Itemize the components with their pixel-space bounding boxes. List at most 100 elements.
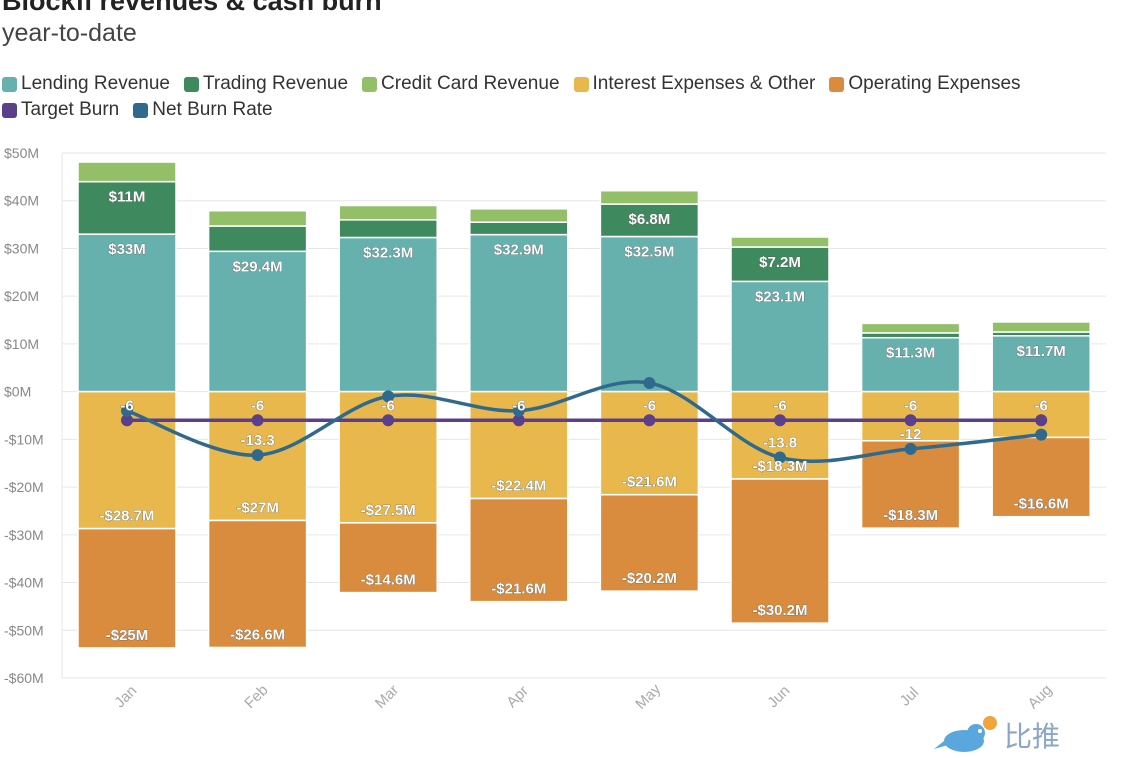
line-point	[904, 414, 917, 427]
x-tick-label: May	[632, 680, 664, 712]
data-label: -$16.6M	[1014, 496, 1069, 513]
bar-segment	[338, 390, 438, 524]
line-point	[382, 390, 395, 403]
legend-swatch	[183, 76, 199, 92]
data-label: -$27.5M	[361, 502, 416, 519]
legend-label: Operating Expenses	[848, 73, 1021, 94]
bar-segment	[338, 236, 438, 393]
legend-item[interactable]: Operating Expenses	[829, 72, 1021, 96]
y-tick-label: -$30M	[4, 527, 44, 543]
legend-item[interactable]: Trading Revenue	[183, 72, 348, 96]
bar-segment	[991, 436, 1091, 518]
data-label: -$21.6M	[622, 474, 677, 491]
chart-title: Blockfi revenues & cash burn	[2, 0, 382, 16]
bar-segment	[77, 161, 177, 183]
bar-segment	[469, 497, 569, 603]
legend-swatch	[133, 102, 149, 118]
data-label: -6	[120, 397, 133, 414]
line-point	[643, 414, 656, 427]
x-tick-label: Aug	[1025, 681, 1056, 712]
line-path	[126, 380, 1042, 464]
bar-segment	[599, 493, 700, 592]
x-tick-label: Feb	[241, 682, 271, 712]
data-labels: $33M $11M -$28.7M -$25M $29.4M -$27M -$26.6M $3…	[99, 188, 1069, 644]
bar-segment	[730, 236, 830, 248]
legend-item[interactable]: Interest Expenses & Other	[573, 72, 816, 96]
data-label: -$20.2M	[622, 570, 677, 587]
legend-label: Net Burn Rate	[152, 99, 273, 120]
line-point	[774, 451, 786, 464]
y-tick-label: $40M	[4, 193, 39, 209]
x-axis: Jan Feb Mar Apr May Jun Jul Aug	[111, 680, 1055, 712]
data-label: -$25M	[106, 627, 149, 644]
line-point	[251, 414, 264, 427]
bar-segment	[599, 235, 700, 393]
data-label: -$28.7M	[99, 508, 154, 525]
bar-segment	[860, 440, 961, 529]
legend-item[interactable]: Lending Revenue	[2, 72, 170, 96]
bar-segment	[77, 233, 177, 393]
legend-item[interactable]: Net Burn Rate	[133, 98, 273, 122]
bar-segment	[860, 322, 961, 334]
legend: Lending Revenue Trading Revenue Credit Car…	[2, 72, 1092, 122]
legend-item[interactable]: Target Burn	[2, 98, 119, 122]
bar-segment	[338, 522, 438, 594]
bar-segment	[730, 478, 830, 624]
x-tick-label: Jan	[111, 682, 140, 711]
data-label: -6	[904, 397, 917, 414]
y-tick-label: -$40M	[4, 575, 44, 591]
legend-swatch	[573, 76, 589, 92]
data-label: $33M	[108, 241, 146, 258]
bar-segment	[730, 246, 830, 283]
x-tick-label: Jun	[764, 682, 793, 711]
line-point	[1035, 428, 1048, 441]
data-label: -6	[1035, 397, 1048, 414]
legend-swatch	[2, 76, 17, 92]
line-point	[121, 404, 133, 417]
bar-segment	[469, 221, 569, 236]
legend-label: Interest Expenses & Other	[592, 73, 816, 94]
data-label: -6	[382, 397, 395, 414]
data-label: $32.5M	[624, 244, 674, 261]
legend-label: Target Burn	[21, 99, 120, 120]
watermark: 比推	[934, 715, 1060, 755]
y-tick-label: -$50M	[4, 622, 44, 638]
bar-segment	[599, 189, 700, 205]
data-label: $32.9M	[494, 242, 544, 259]
line-point	[1035, 414, 1048, 427]
y-tick-label: $30M	[4, 240, 39, 256]
bar-segment	[207, 210, 308, 227]
data-label: -$30.2M	[752, 602, 807, 619]
data-label: -6	[643, 397, 656, 414]
bar-segment	[599, 203, 700, 238]
bar-segment	[860, 336, 961, 393]
data-label: -12	[900, 426, 922, 443]
bar-segment	[77, 180, 177, 235]
y-tick-label: -$10M	[4, 431, 44, 447]
data-label: $11.3M	[886, 345, 935, 362]
data-label: $23.1M	[755, 288, 805, 305]
chart-subtitle: year-to-date	[2, 19, 137, 47]
bar-segment	[599, 390, 700, 496]
y-tick-label: $0M	[4, 384, 31, 400]
data-label: -13.3	[240, 432, 274, 449]
data-label: $11M	[109, 189, 146, 206]
bar-segment	[338, 219, 438, 239]
data-label: -13.8	[763, 435, 797, 452]
x-tick-label: Jul	[897, 684, 923, 710]
bar-segment	[469, 233, 569, 393]
y-tick-label: -$60M	[4, 670, 44, 686]
legend-swatch	[829, 76, 845, 92]
data-label: -6	[512, 397, 525, 414]
line-point	[121, 414, 133, 427]
bar-segment	[77, 527, 177, 649]
data-label: -$14.6M	[361, 572, 416, 589]
bird-logo-icon	[934, 716, 997, 752]
y-tick-label: $20M	[4, 288, 39, 304]
legend-item[interactable]: Credit Card Revenue	[362, 72, 560, 96]
y-tick-label: $10M	[4, 336, 39, 352]
line-point	[512, 414, 525, 427]
data-label: -$22.4M	[491, 478, 546, 495]
bar-segment	[338, 204, 438, 221]
